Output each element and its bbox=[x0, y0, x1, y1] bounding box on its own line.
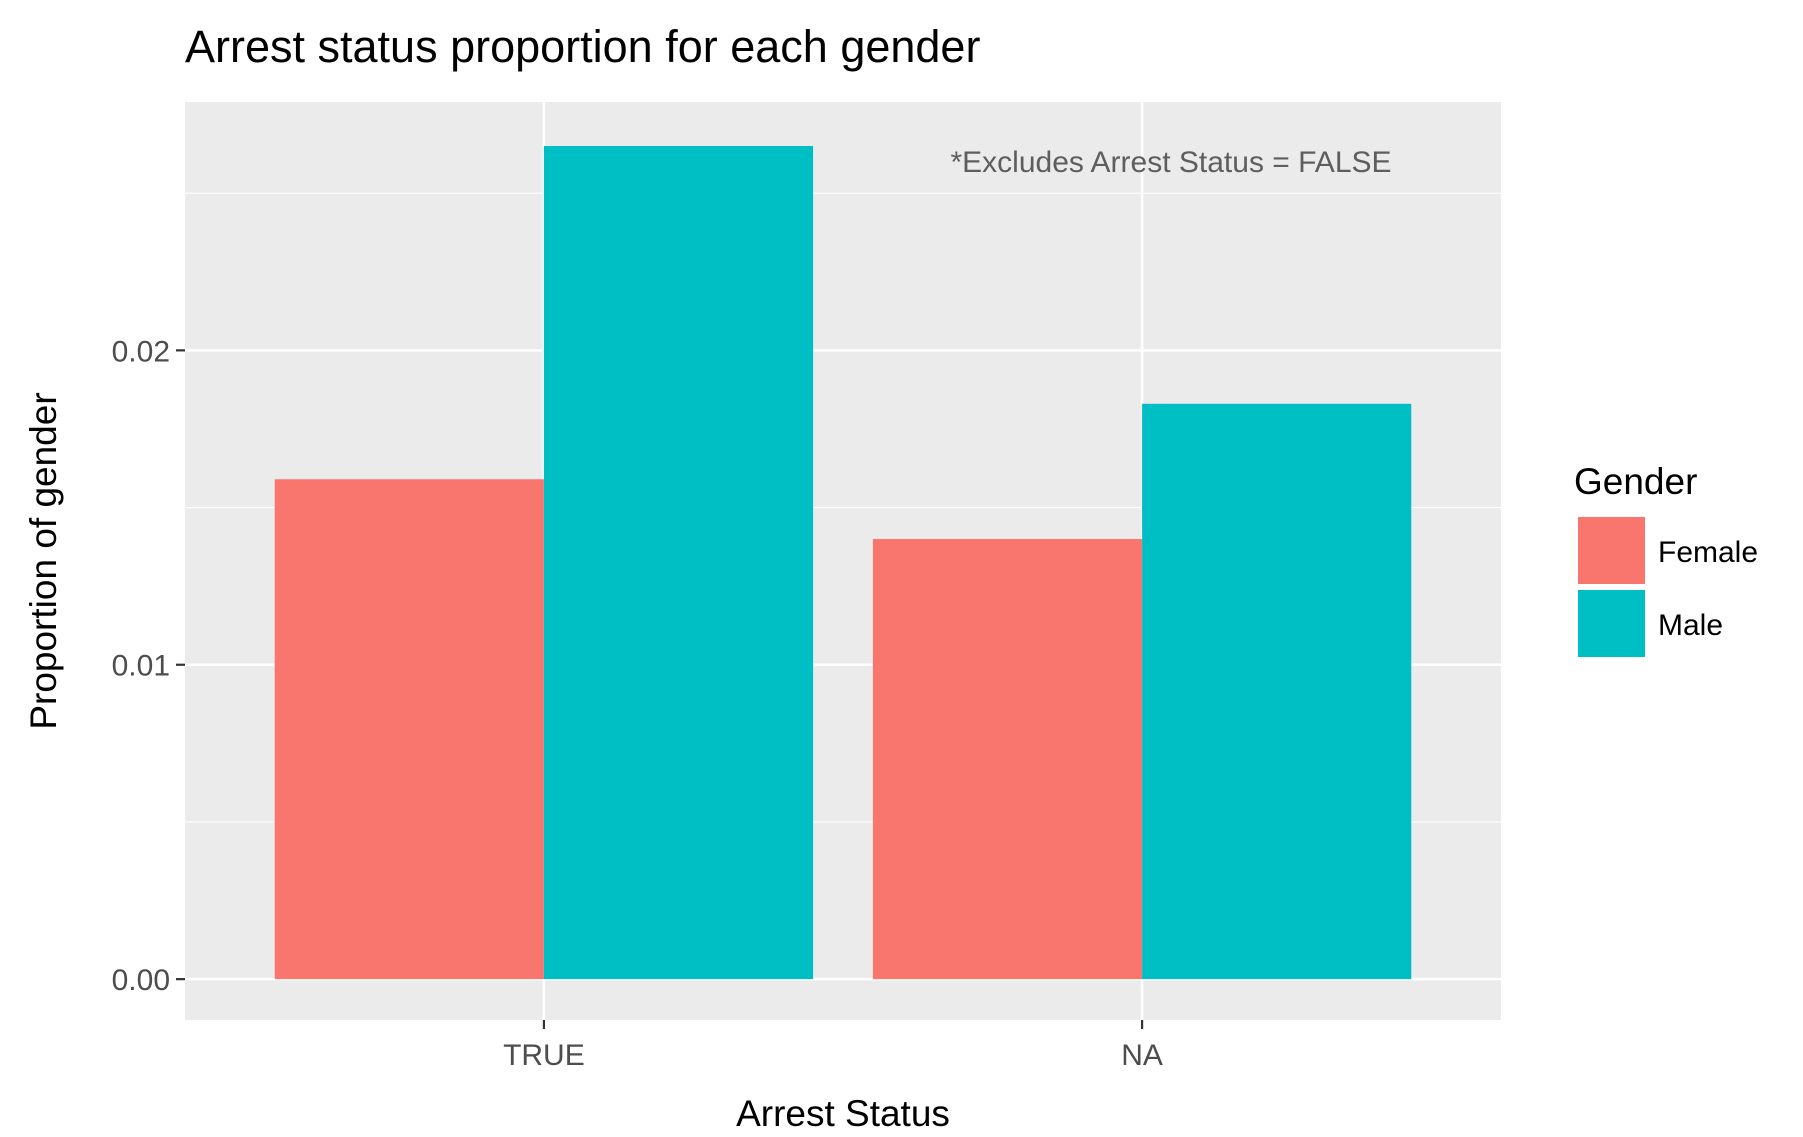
bar-male-na bbox=[1142, 403, 1412, 980]
y-tick-label: 0.00 bbox=[112, 964, 170, 997]
legend-title: Gender bbox=[1574, 461, 1697, 502]
bar-male-true bbox=[543, 146, 814, 980]
y-axis-title: Proportion of gender bbox=[23, 392, 64, 729]
legend-label-female: Female bbox=[1658, 536, 1758, 569]
legend-key-male bbox=[1578, 590, 1645, 657]
y-tick-label: 0.02 bbox=[112, 335, 170, 368]
legend-key-female bbox=[1578, 517, 1645, 584]
legend-items: Female Male bbox=[1578, 517, 1758, 657]
x-tick-label: TRUE bbox=[503, 1039, 585, 1072]
y-tick-label: 0.01 bbox=[112, 650, 170, 683]
x-tick-labels: TRUE NA bbox=[503, 1039, 1163, 1072]
legend: Gender Female Male bbox=[1574, 461, 1758, 657]
y-tick-labels: 0.00 0.01 0.02 bbox=[112, 335, 170, 997]
chart-title: Arrest status proportion for each gender bbox=[185, 21, 980, 72]
bar-female-na bbox=[872, 538, 1143, 980]
bar-female-true bbox=[274, 479, 544, 980]
chart-annotation: *Excludes Arrest Status = FALSE bbox=[950, 146, 1391, 179]
axis-ticks bbox=[176, 349, 1144, 1029]
bars bbox=[274, 146, 1412, 980]
x-tick-label: NA bbox=[1121, 1039, 1163, 1072]
x-axis-title: Arrest Status bbox=[736, 1093, 950, 1134]
legend-label-male: Male bbox=[1658, 609, 1723, 642]
